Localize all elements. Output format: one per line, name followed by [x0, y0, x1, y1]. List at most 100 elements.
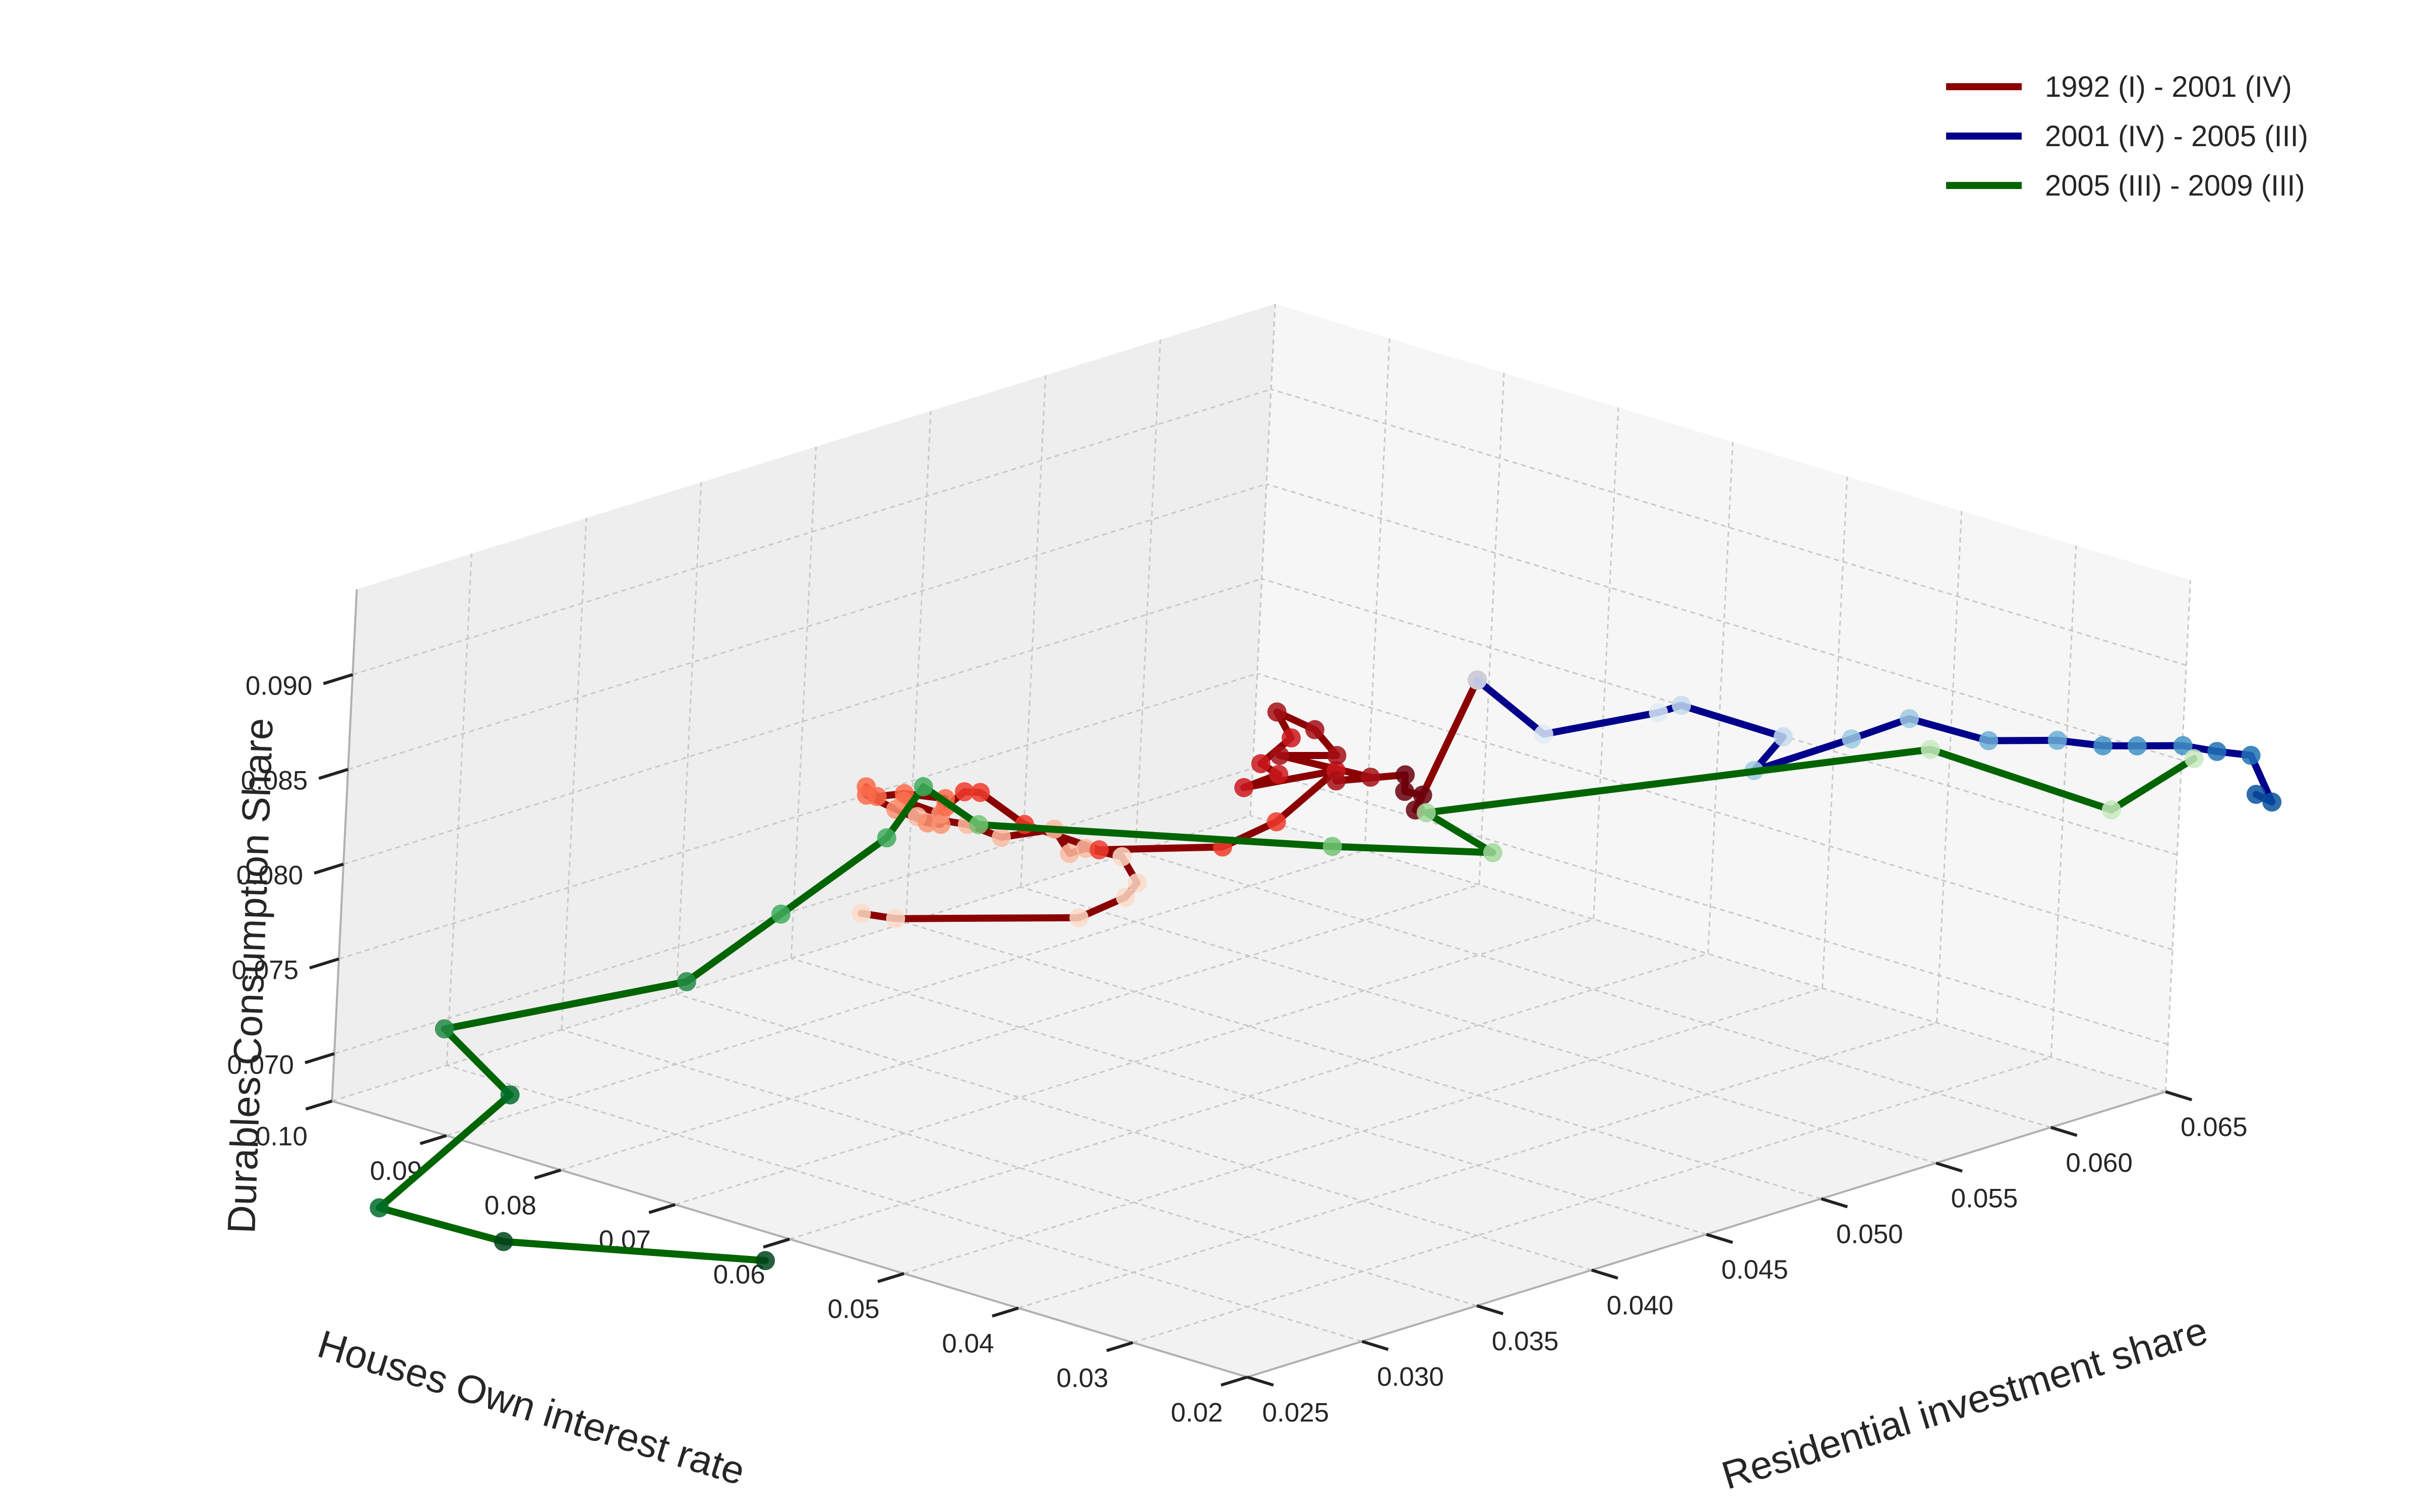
y-tick [877, 1272, 904, 1283]
data-point [1282, 728, 1301, 748]
grid-line [903, 987, 1823, 1275]
data-point [500, 1085, 520, 1105]
y-tick-label: 0.02 [1171, 1398, 1223, 1427]
floor-pane [332, 815, 2166, 1377]
data-point [2173, 736, 2193, 755]
data-point [1842, 729, 1861, 749]
data-point [1270, 745, 1290, 765]
data-point [2127, 736, 2147, 755]
data-point [1327, 745, 1347, 765]
x-tick-label: 0.025 [1262, 1398, 1329, 1427]
data-point [435, 1019, 454, 1039]
data-point [1116, 888, 1135, 907]
z-tick-label: 0.075 [231, 956, 298, 985]
grid-line [675, 918, 1594, 1206]
data-point [886, 909, 905, 928]
z-tick-label: 0.070 [227, 1050, 294, 1080]
grid-line [1593, 407, 1619, 919]
data-point [1266, 812, 1286, 832]
x-tick-label: 0.045 [1721, 1255, 1788, 1285]
data-point [2241, 745, 2261, 765]
y-tick [1220, 1375, 1248, 1387]
x-tick [1821, 1197, 1848, 1209]
x-tick-label: 0.040 [1607, 1291, 1674, 1320]
x-tick [1361, 1340, 1389, 1351]
z-tick-label: 0.080 [236, 861, 304, 891]
y-tick-label: 0.04 [942, 1329, 994, 1358]
data-point [1326, 771, 1346, 791]
data-point [1060, 844, 1079, 863]
grid-line [446, 849, 1365, 1137]
data-point [1483, 843, 1502, 862]
data-point [1920, 739, 1940, 759]
data-point [2184, 749, 2204, 769]
grid-line [334, 768, 1253, 1055]
data-point [2101, 800, 2121, 820]
x-axis-label: Residential investment share [1717, 1308, 2212, 1498]
data-point [1267, 702, 1287, 722]
y-tick-label: 0.08 [485, 1191, 536, 1221]
x-tick [1476, 1304, 1504, 1315]
z-tick-label: 0.085 [241, 766, 308, 795]
data-point [494, 1232, 513, 1251]
data-point [2207, 741, 2227, 761]
grid-line [1134, 339, 1162, 852]
x-tick-label: 0.035 [1492, 1327, 1559, 1356]
x-tick-label: 0.060 [2066, 1148, 2133, 1178]
y-tick-label: 0.10 [256, 1122, 308, 1152]
data-point [867, 787, 887, 806]
data-point [370, 1198, 389, 1218]
grid-line [676, 482, 702, 994]
series-group [852, 670, 1487, 928]
data-point [918, 813, 937, 833]
data-point [2262, 792, 2282, 812]
data-point [2047, 730, 2067, 750]
grid-line [789, 953, 1709, 1240]
data-point [1112, 847, 1132, 866]
x-tick [1935, 1161, 1963, 1173]
data-point [914, 777, 933, 797]
data-point [1322, 837, 1342, 856]
series-line [376, 745, 2198, 1265]
data-point [1413, 785, 1432, 805]
data-point [1416, 803, 1436, 823]
data-point [1468, 670, 1487, 690]
legend-label: 2001 (IV) - 2005 (III) [2045, 120, 2308, 153]
x-tick-label: 0.065 [2181, 1112, 2248, 1142]
z-tick [323, 673, 353, 685]
data-point [1251, 754, 1270, 774]
data-point [1090, 840, 1109, 860]
y-tick [305, 1099, 333, 1111]
y-tick [992, 1306, 1019, 1318]
data-point [1672, 696, 1691, 715]
z-tick [314, 862, 344, 875]
data-point [2093, 736, 2113, 755]
data-point [954, 782, 974, 801]
data-point [852, 904, 871, 923]
y-tick-label: 0.03 [1056, 1363, 1108, 1393]
x-tick-label: 0.030 [1377, 1362, 1444, 1392]
series-group [370, 739, 2204, 1271]
data-point [894, 784, 914, 803]
x-tick [1706, 1233, 1733, 1244]
data-point [971, 783, 990, 802]
data-point [1979, 731, 1999, 750]
grid-line [1018, 1022, 1937, 1309]
y-tick [1106, 1341, 1133, 1352]
grid-line [790, 447, 817, 959]
grid-line [352, 388, 1272, 675]
z-tick [305, 1052, 335, 1064]
data-point [1649, 703, 1668, 722]
series-layer [370, 670, 2282, 1271]
grid-line [338, 672, 1258, 960]
data-point [1305, 720, 1324, 739]
data-point [1900, 709, 1919, 728]
axes: 0.0250.0300.0350.0400.0450.0500.0550.060… [227, 589, 2248, 1427]
data-point [771, 904, 791, 924]
data-point [756, 1251, 775, 1271]
data-point [992, 828, 1011, 847]
data-point [1069, 908, 1089, 927]
y-tick [534, 1168, 562, 1180]
data-point [1234, 778, 1254, 797]
